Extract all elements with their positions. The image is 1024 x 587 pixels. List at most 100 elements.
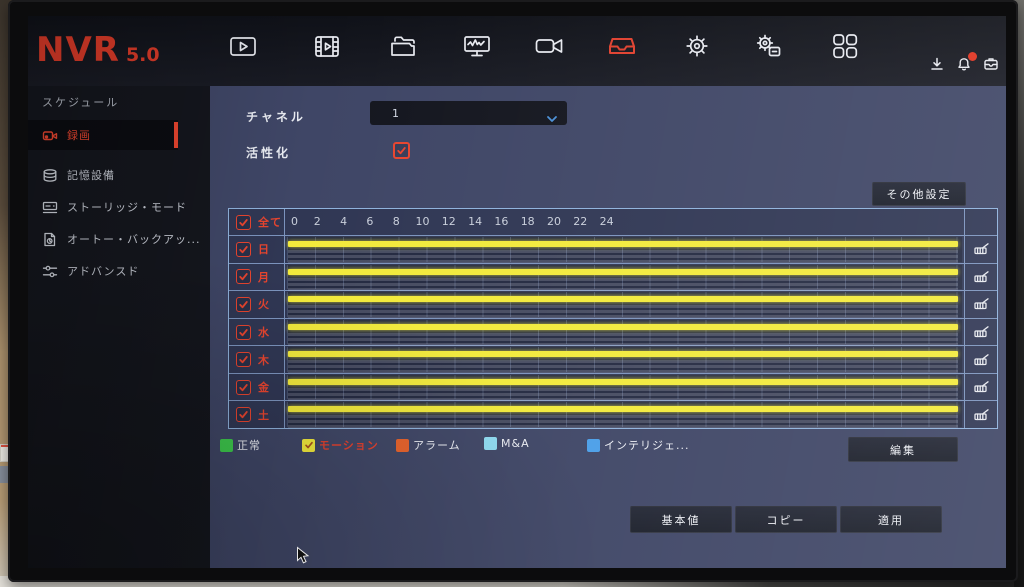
empty-track-stripe [288,282,958,286]
empty-track-stripe [288,255,958,258]
empty-track-stripe [288,397,958,401]
sidebar-item-1[interactable]: 録画 [28,120,178,150]
schedule-day-row: 土 [229,400,997,429]
hour-tick-label: 22 [573,215,588,228]
active-accent-bar [174,122,178,148]
brand-name: NVR [36,30,120,70]
legend-swatch [396,438,409,452]
legend-item-3[interactable]: アラーム [396,437,461,453]
empty-track-stripe [288,337,958,341]
hour-tick-label: 10 [415,215,430,228]
schedule-timeline[interactable] [287,292,962,319]
sidebar-item-4[interactable]: オートー・バックアッ... [28,226,210,252]
select-all-checkbox[interactable] [236,214,251,230]
files-icon[interactable] [386,29,420,63]
hour-tick-label: 16 [494,215,509,228]
draw-brush-button[interactable] [964,236,997,263]
legend-swatch [484,437,497,450]
empty-track-stripe [288,287,958,291]
day-label: 火 [258,298,270,312]
copy-button[interactable]: コピー [735,506,837,533]
hour-tick-label: 24 [599,215,614,228]
enable-label: 活性化 [246,146,292,160]
motion-record-bar [288,296,958,303]
day-label: 金 [258,381,270,395]
hour-tick-label: 4 [340,215,348,228]
hour-tick-label: 12 [441,215,456,228]
schedule-timeline[interactable] [287,319,962,346]
day-checkbox-6[interactable] [236,379,251,395]
day-label: 日 [258,243,270,257]
system-status-icon[interactable] [460,29,494,63]
day-checkbox-1[interactable] [236,241,251,257]
camera-icon[interactable] [532,29,566,63]
empty-track-stripe [288,305,958,309]
empty-track-stripe [288,260,958,263]
legend-item-4[interactable]: M&A [484,437,530,450]
schedule-timeline[interactable] [287,347,962,374]
hour-tick-label: 14 [468,215,483,228]
enable-checkbox[interactable] [393,142,410,159]
legend-swatch [587,438,600,452]
storage-mode-icon [42,200,58,215]
draw-brush-button[interactable] [964,373,997,401]
download-icon[interactable] [928,55,946,73]
sidebar-item-2[interactable]: 記憶設備 [28,162,210,188]
header-brush-spacer [964,209,997,235]
schedule-day-row: 月 [229,262,997,291]
day-checkbox-3[interactable] [236,296,251,312]
legend-label: 正常 [237,439,261,452]
channel-label: チャネル [246,110,306,124]
apply-button[interactable]: 適用 [840,506,942,533]
empty-track-stripe [288,387,958,391]
schedule-timeline[interactable] [287,374,962,401]
legend-item-2[interactable]: モーション [302,437,379,453]
sidebar-item-label: オートー・バックアッ... [67,233,201,246]
storage-icon [42,168,58,183]
empty-track-stripe [288,420,958,424]
chevron-down-icon [546,108,558,127]
legend-item-1[interactable]: 正常 [220,437,261,453]
sidebar-item-5[interactable]: アドバンスド [28,258,210,284]
nvr-screen: NVR 5.0 スケジュール 録画 記憶設備 ストーリッジ・モード オートー・バックアッ… [28,16,1006,568]
sidebar-item-label: アドバンスド [67,265,140,278]
advanced-icon [42,264,58,279]
archive-icon[interactable] [605,29,639,63]
legend-item-5[interactable]: インテリジェ... [587,437,690,453]
channel-dropdown[interactable]: 1 [370,101,567,125]
day-checkbox-7[interactable] [236,407,251,423]
sidebar-item-label: ストーリッジ・モード [67,201,187,214]
photo-edge [1014,0,1024,587]
top-navigation-bar: NVR 5.0 [28,16,1006,86]
motion-record-bar [288,241,958,247]
settings-icon[interactable] [680,29,714,63]
draw-brush-button[interactable] [964,318,997,346]
schedule-timeline[interactable] [287,264,962,291]
default-button[interactable]: 基本値 [630,506,732,533]
schedule-day-row: 木 [229,345,997,374]
day-label: 土 [258,408,270,422]
day-checkbox-2[interactable] [236,269,251,285]
hour-tick-label: 2 [313,215,321,228]
maintenance-icon[interactable] [751,29,785,63]
apps-icon[interactable] [828,29,862,63]
sidebar-item-3[interactable]: ストーリッジ・モード [28,194,210,220]
backup-device-icon[interactable] [982,55,1000,73]
draw-brush-button[interactable] [964,401,997,429]
schedule-day-row: 日 [229,235,997,263]
playback-icon[interactable] [226,29,260,63]
day-label: 月 [258,270,270,284]
schedule-timeline[interactable] [287,402,962,429]
edit-button[interactable]: 編集 [848,437,958,462]
day-checkbox-4[interactable] [236,324,251,340]
filmclip-icon[interactable] [310,29,344,63]
schedule-timeline[interactable] [287,237,962,263]
alarm-bell-icon[interactable] [955,52,977,73]
other-settings-button[interactable]: その他設定 [872,182,966,206]
empty-track-stripe [288,425,958,429]
sidebar-item-label: 記憶設備 [67,169,115,182]
day-checkbox-5[interactable] [236,352,251,368]
draw-brush-button[interactable] [964,263,997,291]
draw-brush-button[interactable] [964,291,997,318]
draw-brush-button[interactable] [964,346,997,373]
